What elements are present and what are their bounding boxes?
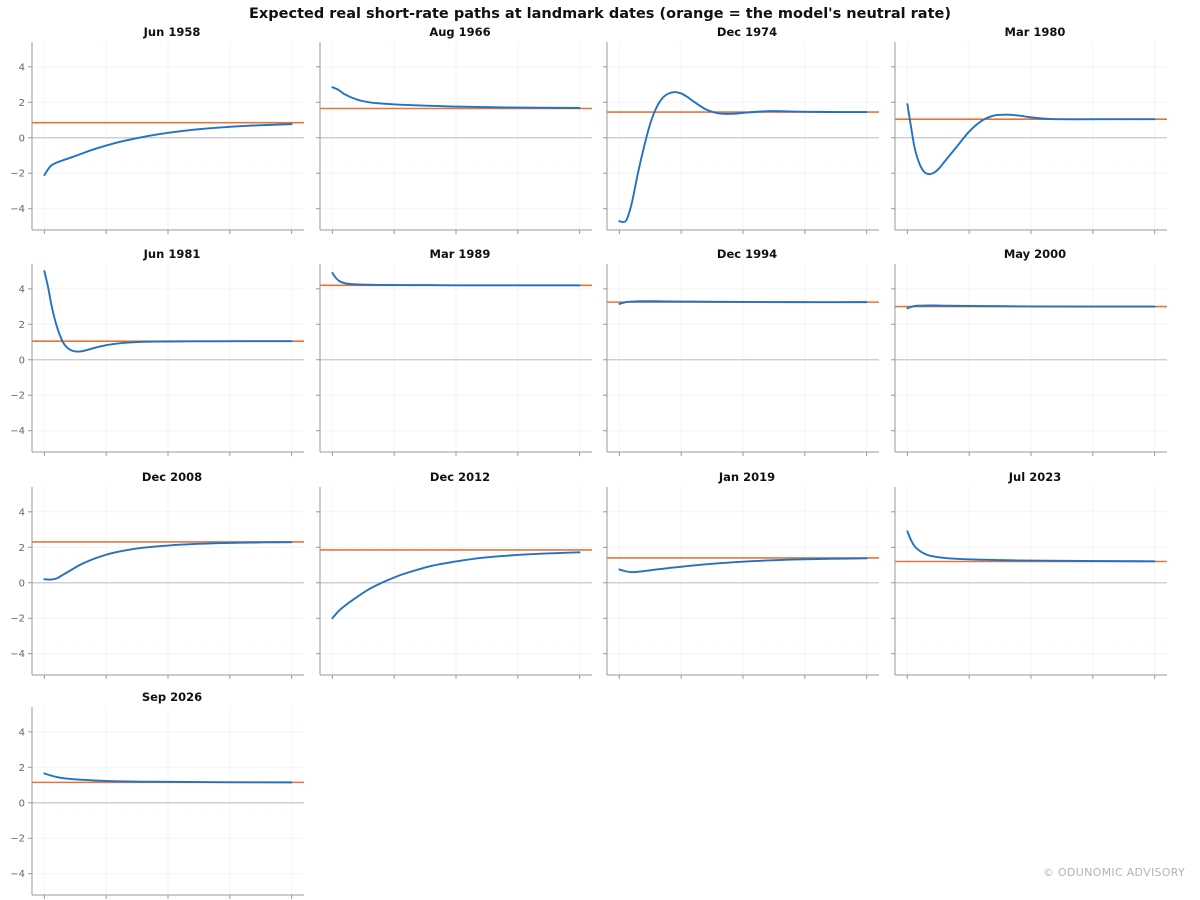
y-tick-label: 2 bbox=[19, 320, 25, 331]
rate-path-line bbox=[906, 530, 1156, 563]
panel-title: Jun 1981 bbox=[143, 247, 201, 261]
y-tick-label: 2 bbox=[19, 543, 25, 554]
y-tick-label: −4 bbox=[10, 649, 25, 660]
panel-jun-1958: −4 −2 0 2 4 Jun 1958 bbox=[10, 25, 304, 234]
panel-title: Jun 1958 bbox=[143, 25, 201, 39]
chart-title: Expected real short-rate paths at landma… bbox=[249, 6, 951, 22]
rate-path-line bbox=[906, 304, 1156, 310]
y-tick-label: 4 bbox=[19, 62, 25, 73]
panel-title: Dec 2012 bbox=[430, 470, 490, 484]
rate-path-line bbox=[43, 772, 293, 784]
rate-path-line bbox=[906, 103, 1156, 176]
panel-title: Dec 2008 bbox=[142, 470, 202, 484]
rate-path-line bbox=[331, 551, 581, 620]
panel-dec-2012: Dec 2012 bbox=[316, 470, 592, 679]
rate-path-line bbox=[618, 91, 868, 224]
panel-dec-1994: Dec 1994 bbox=[603, 247, 879, 456]
panel-dec-1974: Dec 1974 bbox=[603, 25, 879, 234]
y-tick-label: −2 bbox=[10, 834, 25, 845]
panel-title: May 2000 bbox=[1004, 247, 1066, 261]
panel-title: Mar 1989 bbox=[430, 247, 491, 261]
y-tick-label: −4 bbox=[10, 204, 25, 215]
rate-path-line bbox=[43, 270, 293, 353]
panel-dec-2008: −4 −2 0 2 4 Dec 2008 bbox=[10, 470, 304, 679]
panel-jan-2019: Jan 2019 bbox=[603, 470, 879, 679]
y-tick-label: −4 bbox=[10, 869, 25, 880]
y-tick-label: −4 bbox=[10, 426, 25, 437]
rate-path-line bbox=[618, 300, 868, 305]
y-tick-label: −2 bbox=[10, 169, 25, 180]
y-tick-label: 2 bbox=[19, 98, 25, 109]
panel-jul-2023: Jul 2023 bbox=[891, 470, 1167, 679]
rate-path-line bbox=[331, 86, 581, 109]
y-tick-label: 4 bbox=[19, 284, 25, 295]
panel-title: Jan 2019 bbox=[718, 470, 775, 484]
y-tick-label: 4 bbox=[19, 727, 25, 738]
panel-title: Mar 1980 bbox=[1005, 25, 1066, 39]
y-tick-label: 0 bbox=[19, 355, 25, 366]
panel-sep-2026: −4−202405101520years aheadSep 2026 bbox=[10, 690, 304, 899]
panel-title: Sep 2026 bbox=[142, 690, 202, 704]
rate-path-line bbox=[43, 541, 293, 581]
y-tick-label: 0 bbox=[19, 798, 25, 809]
panel-aug-1966: Aug 1966 bbox=[316, 25, 592, 234]
panel-title: Dec 1974 bbox=[717, 25, 777, 39]
panel-mar-1980: Mar 1980 bbox=[891, 25, 1167, 234]
y-tick-label: 0 bbox=[19, 133, 25, 144]
panel-may-2000: May 2000 bbox=[891, 247, 1167, 456]
y-tick-label: 0 bbox=[19, 578, 25, 589]
panel-title: Aug 1966 bbox=[429, 25, 490, 39]
y-tick-label: −2 bbox=[10, 614, 25, 625]
y-tick-label: 2 bbox=[19, 763, 25, 774]
panel-jun-1981: −4 −2 0 2 4 Jun 1981 bbox=[10, 247, 304, 456]
y-tick-label: 4 bbox=[19, 507, 25, 518]
watermark: © ODUNOMIC ADVISORY bbox=[1042, 866, 1185, 879]
rate-path-line bbox=[331, 271, 581, 287]
panel-title: Dec 1994 bbox=[717, 247, 777, 261]
panel-mar-1989: Mar 1989 bbox=[316, 247, 592, 456]
panel-title: Jul 2023 bbox=[1008, 470, 1061, 484]
y-tick-label: −2 bbox=[10, 391, 25, 402]
rate-path-line bbox=[618, 557, 868, 574]
rate-path-line bbox=[43, 123, 293, 176]
